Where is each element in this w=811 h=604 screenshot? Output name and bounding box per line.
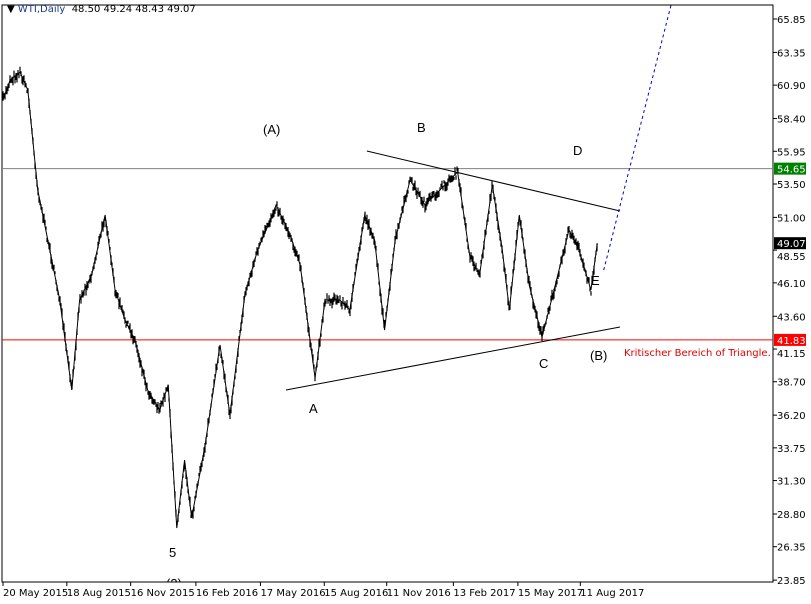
- x-tick-label: 15 Aug 2016: [324, 588, 388, 599]
- y-tick-label: 28.80: [777, 510, 806, 521]
- trendline: [366, 150, 621, 212]
- hline-price-label: 41.83: [777, 336, 806, 347]
- y-tick-label: 53.50: [777, 180, 806, 191]
- hline-price-label-bg: [774, 333, 806, 346]
- x-tick-label: 18 Aug 2015: [67, 588, 131, 599]
- hline-price-label: 54.65: [777, 165, 806, 176]
- x-tick-label: 16 Nov 2015: [131, 588, 195, 599]
- wave-label-A-major: (A): [263, 122, 281, 137]
- wave-label-B-major: (B): [590, 348, 608, 363]
- y-tick-label: 55.95: [777, 147, 806, 158]
- wave-label-C: C: [539, 356, 549, 371]
- wave-label-A: A: [309, 401, 318, 416]
- x-tick-label: 16 Feb 2016: [196, 588, 258, 599]
- y-tick-label: 46.10: [777, 279, 806, 290]
- y-tick-label: 23.85: [777, 576, 806, 587]
- chart-header: ▼ WTI,Daily 48.50 49.24 48.43 49.07: [7, 4, 196, 15]
- wave-label-D: D: [573, 143, 583, 158]
- dropdown-triangle-icon[interactable]: ▼: [7, 4, 15, 15]
- symbol-label: WTI,Daily: [17, 4, 66, 15]
- current-price-label-bg: [774, 237, 806, 250]
- x-tick-label: 17 May 2016: [260, 588, 325, 599]
- wave-label-B: B: [417, 120, 426, 135]
- wave-label-E: E: [591, 273, 600, 288]
- y-tick-label: 41.15: [777, 349, 806, 360]
- current-price-label: 49.07: [777, 239, 806, 250]
- plot-frame: [1, 4, 774, 583]
- wave-label-3: (3): [166, 576, 182, 582]
- wave-label-5: 5: [169, 545, 177, 560]
- y-tick-label: 26.35: [777, 543, 806, 554]
- y-tick-label: 38.70: [777, 378, 806, 389]
- critical-zone-note: Kritischer Bereich of Triangle.: [624, 348, 771, 359]
- x-tick-label: 11 Nov 2016: [387, 588, 451, 599]
- y-tick-label: 36.20: [777, 411, 806, 422]
- y-tick-label: 51.00: [777, 213, 806, 224]
- price-line: [2, 71, 598, 529]
- x-tick-label: 13 Feb 2017: [453, 588, 515, 599]
- y-tick-label: 43.60: [777, 312, 806, 323]
- y-tick-label: 58.40: [777, 115, 806, 126]
- y-tick-label: 48.55: [777, 252, 806, 263]
- y-tick-label: 31.30: [777, 477, 806, 488]
- ohlc-values: 48.50 49.24 48.43 49.07: [71, 4, 196, 15]
- x-tick-label: 15 May 2017: [518, 588, 583, 599]
- trendline: [285, 326, 621, 391]
- projection-line: [603, 5, 672, 271]
- x-tick-label: 20 May 2015: [3, 588, 68, 599]
- y-tick-label: 33.75: [777, 444, 806, 455]
- y-tick-label: 63.35: [777, 48, 806, 59]
- y-tick-label: 60.90: [777, 81, 806, 92]
- y-tick-label: 65.85: [777, 15, 806, 26]
- x-tick-label: 11 Aug 2017: [580, 588, 644, 599]
- hline-price-label-bg: [774, 162, 806, 175]
